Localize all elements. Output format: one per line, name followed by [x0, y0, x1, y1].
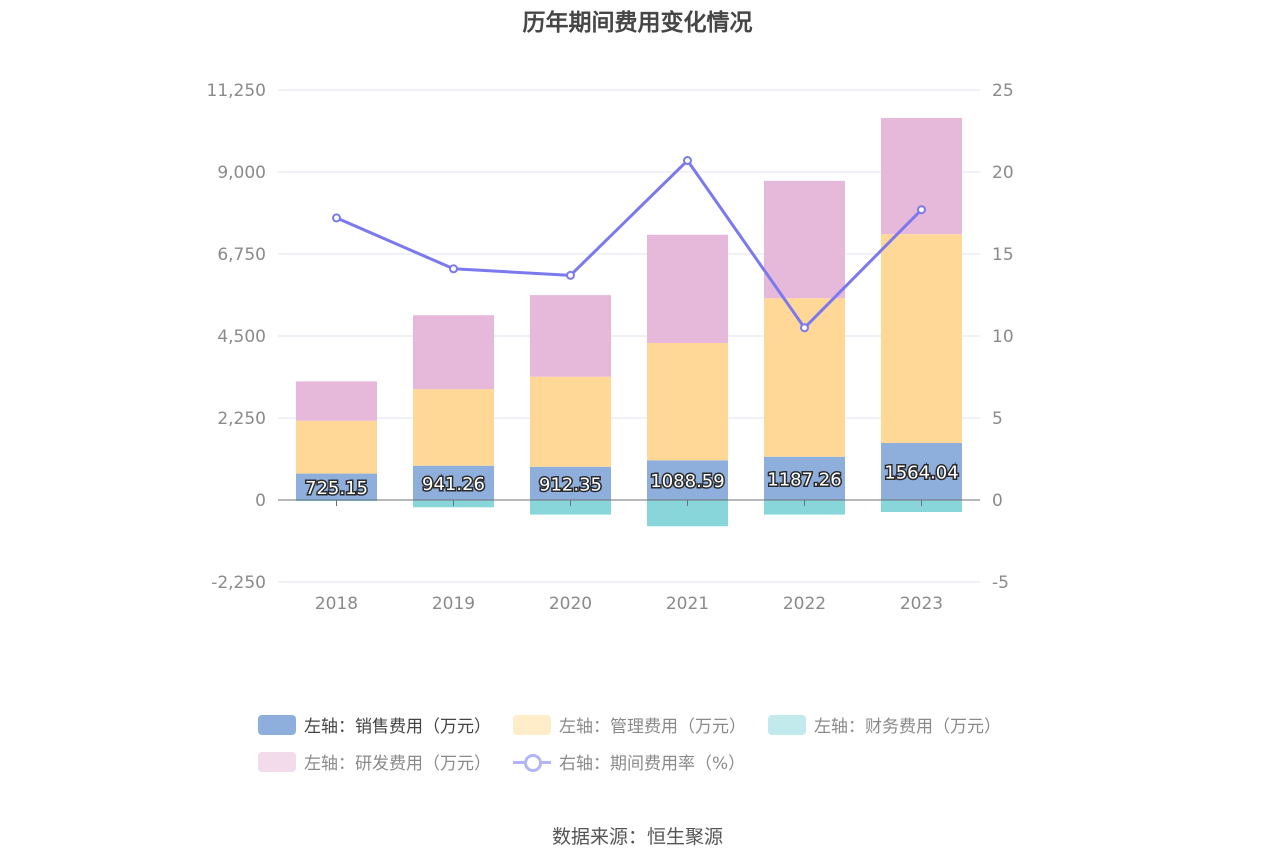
bar-2-2022[interactable] — [764, 298, 845, 457]
bar-4-2022[interactable] — [764, 180, 845, 299]
x-tick-label: 2020 — [549, 594, 592, 614]
rate-point-2020[interactable] — [566, 270, 575, 280]
y-right-tick-label: 15 — [992, 245, 1014, 265]
y-left-tick-label: 9,000 — [217, 163, 266, 183]
legend-row-2: 左轴：研发费用（万元） 右轴：期间费用率（%） — [258, 743, 1058, 780]
bar-value-label: 1187.26 — [767, 469, 841, 490]
rate-point-2018[interactable] — [332, 213, 341, 223]
bar-4-2023[interactable] — [881, 117, 962, 235]
legend-label-sales: 左轴：销售费用（万元） — [304, 717, 491, 737]
y-right-tick-label: -5 — [992, 573, 1009, 593]
bar-value-label: 912.35 — [539, 474, 602, 495]
bar-2-2018[interactable] — [296, 420, 377, 474]
bar-1-2021[interactable] — [647, 460, 728, 500]
bar-1-2019[interactable] — [413, 465, 494, 500]
legend-swatch-admin — [513, 714, 551, 735]
y-right-tick-label: 10 — [992, 327, 1014, 347]
legend-row-1: 左轴：销售费用（万元） 左轴：管理费用（万元） 左轴：财务费用（万元） — [258, 706, 1058, 743]
legend-line-rate-icon — [513, 752, 551, 772]
legend-item-sales[interactable]: 左轴：销售费用（万元） — [258, 712, 491, 737]
bar-2-2019[interactable] — [413, 389, 494, 466]
bar-value-label: 1088.59 — [650, 471, 724, 492]
legend-swatch-finance — [768, 714, 806, 735]
rate-point-2022[interactable] — [800, 323, 809, 333]
y-right-tick-label: 0 — [992, 491, 1003, 511]
legend-swatch-rnd — [258, 751, 296, 772]
bar-4-2021[interactable] — [647, 234, 728, 343]
legend-label-rnd: 左轴：研发费用（万元） — [304, 754, 491, 774]
bar-1-2018[interactable] — [296, 473, 377, 500]
legend-item-finance[interactable]: 左轴：财务费用（万元） — [768, 712, 1001, 737]
bar-value-label: 1564.04 — [884, 462, 958, 483]
x-tick-label: 2019 — [432, 594, 475, 614]
rate-line[interactable] — [335, 159, 923, 330]
data-labels: 725.15 941.26 912.35 1088.59 1187.26 1564.04 — [304, 461, 961, 500]
x-tick-label: 2022 — [783, 594, 826, 614]
axes: 11,250 9,000 6,750 4,500 2,250 0 -2,250 25 20 15 1… — [207, 81, 1014, 614]
chart-plot: 11,250 9,000 6,750 4,500 2,250 0 -2,250 25 20 15 1… — [207, 81, 1014, 614]
line-series[interactable] — [332, 156, 926, 333]
y-left-tick-label: 4,500 — [217, 327, 266, 347]
y-right-tick-label: 25 — [992, 81, 1014, 101]
y-right-tick-label: 20 — [992, 163, 1014, 183]
legend-item-rnd[interactable]: 左轴：研发费用（万元） — [258, 749, 491, 774]
legend-label-finance: 左轴：财务费用（万元） — [814, 717, 1001, 737]
bar-value-label: 725.15 — [305, 478, 368, 499]
source-note: 数据来源：恒生聚源 — [551, 826, 723, 848]
bar-1-2023[interactable] — [881, 442, 962, 500]
bar-2-2020[interactable] — [530, 376, 611, 467]
bar-4-2018[interactable] — [296, 381, 377, 421]
y-right-tick-label: 5 — [992, 409, 1003, 429]
y-left-tick-label: 2,250 — [217, 409, 266, 429]
bar-2-2023[interactable] — [881, 234, 962, 443]
bar-series[interactable] — [296, 117, 962, 527]
bar-2-2021[interactable] — [647, 342, 728, 461]
legend-item-rate[interactable]: 右轴：期间费用率（%） — [513, 749, 745, 774]
bar-3-2020[interactable] — [530, 500, 611, 515]
y-left-tick-label: -2,250 — [211, 573, 266, 593]
rate-point-2021[interactable] — [683, 156, 692, 166]
bar-1-2020[interactable] — [530, 466, 611, 500]
bar-4-2020[interactable] — [530, 295, 611, 377]
legend-swatch-sales — [258, 714, 296, 735]
bar-1-2022[interactable] — [764, 456, 845, 500]
x-tick-label: 2021 — [666, 594, 709, 614]
bar-value-label: 941.26 — [422, 474, 485, 495]
legend-label-rate: 右轴：期间费用率（%） — [559, 754, 746, 774]
y-left-tick-label: 6,750 — [217, 245, 266, 265]
bar-3-2023[interactable] — [881, 500, 962, 513]
chart-title: 历年期间费用变化情况 — [522, 10, 753, 36]
y-left-tick-label: 11,250 — [207, 81, 266, 101]
rate-point-2023[interactable] — [917, 205, 926, 215]
grid-lines — [278, 89, 980, 583]
bar-3-2022[interactable] — [764, 500, 845, 515]
y-left-tick-label: 0 — [255, 491, 266, 511]
bar-4-2019[interactable] — [413, 315, 494, 390]
rate-point-2019[interactable] — [449, 264, 458, 274]
x-tick-label: 2018 — [315, 594, 358, 614]
legend-item-admin[interactable]: 左轴：管理费用（万元） — [513, 712, 746, 737]
legend-label-admin: 左轴：管理费用（万元） — [559, 717, 746, 737]
legend: 左轴：销售费用（万元） 左轴：管理费用（万元） 左轴：财务费用（万元） 左轴：研… — [258, 706, 1058, 780]
x-tick-label: 2023 — [900, 594, 943, 614]
